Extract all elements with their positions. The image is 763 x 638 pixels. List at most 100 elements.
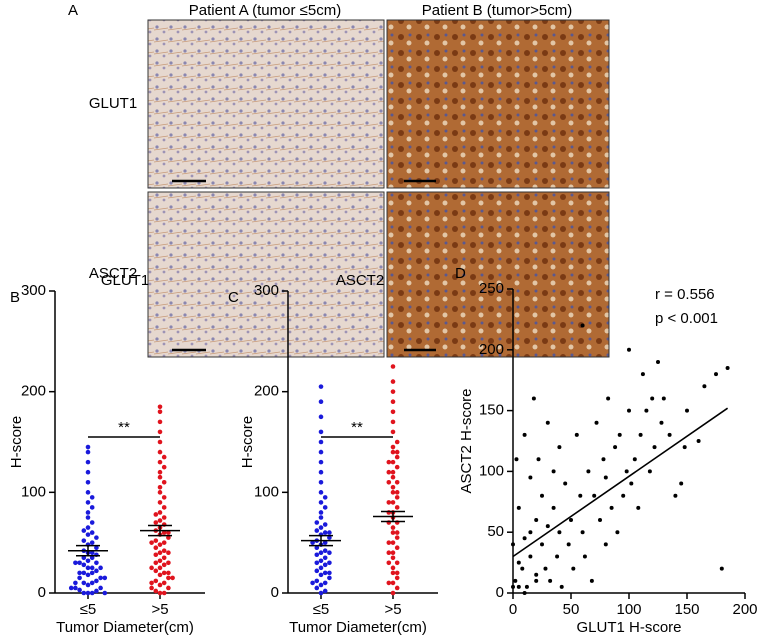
x-axis-label: Tumor Diameter(cm) xyxy=(56,619,194,636)
dot xyxy=(73,580,78,586)
y-tick-label: 200 xyxy=(254,383,279,400)
dot xyxy=(157,518,163,523)
dot xyxy=(98,565,103,571)
point xyxy=(627,347,631,352)
dot xyxy=(386,469,392,475)
point xyxy=(522,591,527,595)
point xyxy=(586,469,591,474)
dot xyxy=(153,560,159,566)
dot xyxy=(157,565,163,571)
dot xyxy=(85,582,91,588)
dot xyxy=(85,565,91,571)
dot xyxy=(149,580,154,586)
panel-label: C xyxy=(228,289,239,306)
dot xyxy=(157,550,163,556)
point xyxy=(652,445,657,450)
x-axis-label: GLUT1 H-score xyxy=(576,619,681,636)
point xyxy=(667,432,672,437)
dot xyxy=(390,565,396,571)
dot xyxy=(73,560,78,566)
point xyxy=(603,475,608,480)
dot xyxy=(149,565,154,571)
dot xyxy=(81,580,87,586)
x-tick-label: 150 xyxy=(674,601,699,618)
point xyxy=(580,530,585,535)
dot xyxy=(390,364,396,369)
dot xyxy=(157,500,163,505)
dot xyxy=(390,540,396,545)
dot xyxy=(157,590,163,596)
point xyxy=(545,420,550,425)
dot xyxy=(318,490,324,495)
dot xyxy=(390,429,396,435)
dot xyxy=(318,469,324,475)
dot xyxy=(166,570,171,576)
x-tick-label: ≤5 xyxy=(80,601,97,618)
dot xyxy=(161,570,167,576)
dot xyxy=(322,522,328,527)
dot xyxy=(314,578,320,584)
dot xyxy=(94,560,99,566)
dot xyxy=(85,510,91,515)
dot xyxy=(314,520,320,525)
x-tick-label: ≤5 xyxy=(313,601,330,618)
x-tick-label: >5 xyxy=(151,601,168,618)
y-tick-label: 100 xyxy=(479,462,504,479)
dot xyxy=(89,590,95,596)
dot xyxy=(85,532,91,537)
dot xyxy=(166,585,171,591)
dot xyxy=(85,500,91,505)
point xyxy=(516,560,521,565)
dot xyxy=(394,530,400,535)
dot xyxy=(89,555,95,561)
dot xyxy=(327,570,332,576)
dot xyxy=(390,570,396,576)
dot xyxy=(170,575,175,581)
dot xyxy=(77,570,82,576)
dot xyxy=(157,542,163,547)
dot xyxy=(390,379,396,384)
dot xyxy=(157,558,163,564)
dot xyxy=(314,552,320,558)
point xyxy=(696,439,701,443)
dot xyxy=(157,419,163,425)
dot xyxy=(81,528,87,533)
dot xyxy=(157,474,163,480)
dot xyxy=(390,490,396,495)
dot xyxy=(157,449,163,455)
dot xyxy=(318,384,324,389)
dot xyxy=(77,575,82,581)
x-axis-label: Tumor Diameter(cm) xyxy=(289,619,427,636)
column-label: Patient B (tumor>5cm) xyxy=(422,2,572,19)
dot xyxy=(314,585,320,591)
point xyxy=(702,384,707,389)
histology-image xyxy=(386,19,610,189)
point xyxy=(624,469,629,474)
dot xyxy=(89,570,95,576)
dot xyxy=(85,490,91,495)
dot xyxy=(81,590,87,596)
dot xyxy=(85,515,91,520)
point xyxy=(524,584,529,589)
dot xyxy=(85,479,91,485)
dot xyxy=(322,548,328,554)
dot xyxy=(166,550,171,556)
dot xyxy=(166,535,171,540)
y-tick-label: 150 xyxy=(479,402,504,419)
dot xyxy=(394,479,400,485)
dot xyxy=(166,530,171,535)
dot xyxy=(322,495,328,500)
dot xyxy=(318,565,324,571)
point xyxy=(574,432,579,437)
dot xyxy=(390,474,396,480)
point xyxy=(601,457,606,462)
point xyxy=(540,542,544,547)
dot xyxy=(157,409,163,415)
point xyxy=(606,396,611,401)
dot xyxy=(390,459,396,465)
point xyxy=(603,542,608,547)
dot xyxy=(394,560,400,566)
dot xyxy=(394,585,400,591)
dot xyxy=(157,404,163,410)
dot xyxy=(318,399,324,405)
